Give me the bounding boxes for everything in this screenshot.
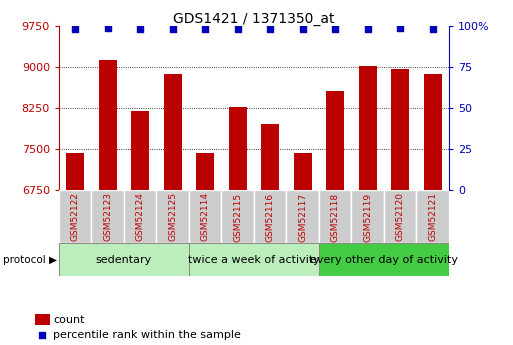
Text: GSM52122: GSM52122: [71, 193, 80, 241]
Bar: [286, 190, 319, 243]
Text: GSM52125: GSM52125: [168, 193, 177, 242]
Bar: [66, 152, 84, 190]
Bar: [222, 190, 254, 243]
Point: [428, 27, 437, 32]
Text: GDS1421 / 1371350_at: GDS1421 / 1371350_at: [173, 12, 334, 26]
Bar: [189, 243, 319, 276]
Bar: [91, 190, 124, 243]
Point: [233, 27, 242, 32]
Text: count: count: [53, 315, 85, 325]
Bar: [59, 243, 189, 276]
Bar: [351, 190, 384, 243]
Point: [201, 27, 209, 32]
Text: GSM52119: GSM52119: [363, 193, 372, 242]
Text: protocol ▶: protocol ▶: [3, 255, 56, 265]
Text: GSM52123: GSM52123: [103, 193, 112, 242]
Text: percentile rank within the sample: percentile rank within the sample: [53, 330, 241, 340]
Text: GSM52121: GSM52121: [428, 193, 437, 242]
Bar: [196, 152, 214, 190]
Point: [266, 27, 274, 32]
Text: GSM52114: GSM52114: [201, 193, 210, 242]
Text: GSM52118: GSM52118: [331, 193, 340, 242]
Point: [104, 25, 112, 30]
Bar: [59, 190, 91, 243]
Text: GSM52124: GSM52124: [136, 193, 145, 241]
Bar: [417, 190, 449, 243]
Bar: [156, 190, 189, 243]
Bar: [319, 190, 351, 243]
Text: GSM52116: GSM52116: [266, 193, 274, 242]
Text: sedentary: sedentary: [96, 255, 152, 265]
Bar: [254, 190, 286, 243]
Text: GSM52117: GSM52117: [298, 193, 307, 242]
Bar: [124, 190, 156, 243]
Bar: [229, 107, 247, 190]
Bar: [261, 124, 279, 190]
Text: GSM52120: GSM52120: [396, 193, 405, 242]
Point: [71, 27, 80, 32]
Text: twice a week of activity: twice a week of activity: [188, 255, 320, 265]
Point: [38, 332, 46, 338]
Bar: [35, 314, 49, 325]
Point: [364, 27, 372, 32]
Bar: [131, 110, 149, 190]
Point: [396, 25, 404, 30]
Bar: [326, 91, 344, 190]
Bar: [189, 190, 222, 243]
Bar: [294, 152, 311, 190]
Bar: [319, 243, 449, 276]
Bar: [164, 74, 182, 190]
Point: [169, 27, 177, 32]
Text: GSM52115: GSM52115: [233, 193, 242, 242]
Bar: [99, 60, 116, 190]
Point: [331, 27, 339, 32]
Text: every other day of activity: every other day of activity: [310, 255, 458, 265]
Bar: [424, 74, 442, 190]
Bar: [391, 69, 409, 190]
Point: [136, 27, 144, 32]
Bar: [384, 190, 417, 243]
Bar: [359, 66, 377, 190]
Point: [299, 27, 307, 32]
